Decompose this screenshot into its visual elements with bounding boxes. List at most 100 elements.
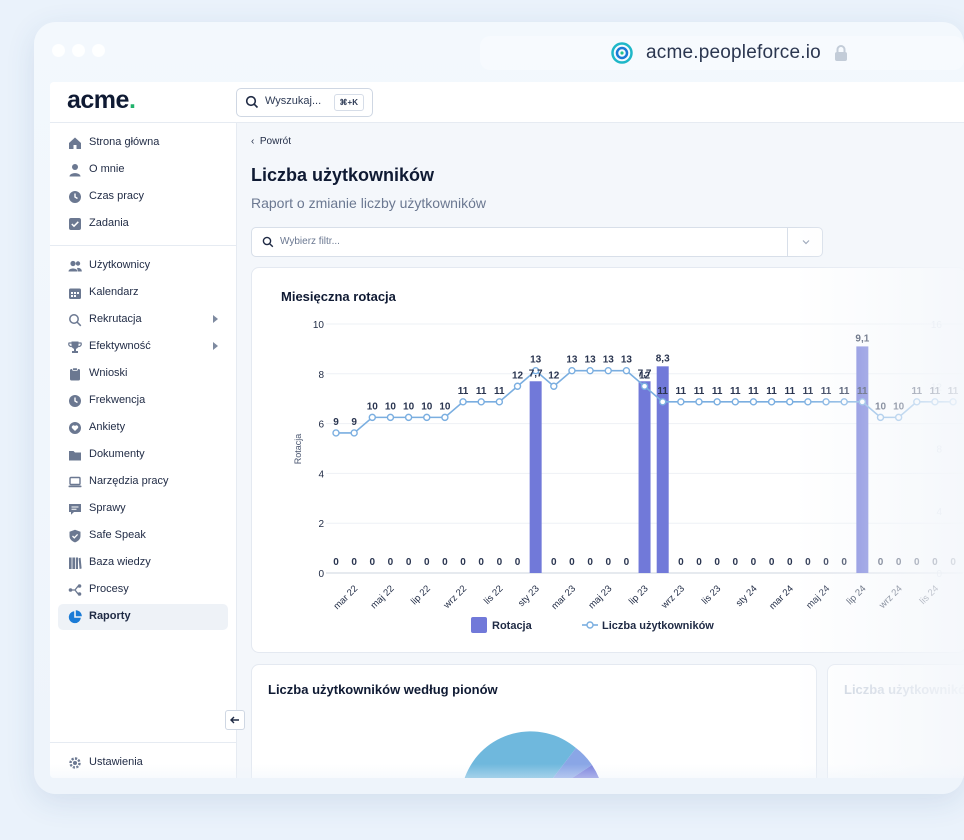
laptop-icon: [68, 476, 82, 488]
legend-label[interactable]: Rotacja: [492, 620, 533, 632]
line-point[interactable]: [894, 413, 903, 422]
line-point[interactable]: [876, 413, 885, 422]
filter-select[interactable]: Wybierz filtr...: [251, 227, 823, 257]
line-point[interactable]: [659, 398, 667, 406]
clock-icon: [69, 191, 81, 203]
person-icon: [69, 164, 81, 177]
line-point[interactable]: [858, 398, 867, 406]
chevron-down-icon[interactable]: [802, 238, 810, 246]
line-point[interactable]: [423, 413, 431, 422]
y2-tick-label: 4: [936, 507, 942, 518]
app-logo[interactable]: acme.: [67, 86, 136, 114]
line-point[interactable]: [513, 382, 522, 390]
line-point[interactable]: [622, 366, 631, 375]
line-point[interactable]: [350, 429, 358, 437]
home-icon: [69, 137, 81, 149]
window-close-dot[interactable]: [52, 44, 65, 57]
sidebar-item-strona-glowna[interactable]: Strona główna: [58, 130, 228, 156]
sidebar-item-sprawy[interactable]: Sprawy: [58, 496, 228, 522]
line-data-label: 13: [621, 355, 633, 366]
line-point[interactable]: [386, 413, 395, 422]
line-point[interactable]: [713, 398, 721, 406]
sidebar-item-zadania[interactable]: Zadania: [58, 211, 228, 237]
line-point[interactable]: [531, 366, 540, 375]
page-subtitle: Raport o zmianie liczby użytkowników: [251, 195, 486, 211]
sidebar-item-o-mnie[interactable]: O mnie: [58, 157, 228, 183]
sidebar-item-frekwencja[interactable]: Frekwencja: [58, 388, 228, 414]
sidebar-item-procesy[interactable]: Procesy: [58, 577, 228, 603]
x-tick-label: lis 22: [482, 583, 505, 606]
bar[interactable]: [856, 346, 869, 573]
line-point[interactable]: [731, 398, 739, 406]
arrow-left-icon: [230, 716, 239, 724]
line-point[interactable]: [495, 398, 504, 406]
line-point[interactable]: [949, 398, 957, 406]
bar-data-label: 0: [950, 557, 956, 568]
line-point[interactable]: [586, 366, 594, 375]
line-point[interactable]: [459, 398, 467, 406]
line-point[interactable]: [604, 366, 612, 375]
bar[interactable]: [529, 381, 542, 573]
line-point[interactable]: [550, 382, 558, 390]
sidebar-item-baza-wiedzy[interactable]: Baza wiedzy: [58, 550, 228, 576]
sidebar-item-ankiety[interactable]: Ankiety: [58, 415, 228, 441]
sidebar-item-label: Sprawy: [89, 502, 126, 514]
sidebar-item-dokumenty[interactable]: Dokumenty: [58, 442, 228, 468]
bar-data-label: 0: [805, 557, 811, 568]
sidebar-item-settings[interactable]: Ustawienia: [58, 750, 228, 776]
line-data-label: 10: [893, 401, 905, 412]
sidebar-item-raporty[interactable]: Raporty: [58, 604, 228, 630]
line-point[interactable]: [913, 398, 921, 406]
bar-data-label: 0: [733, 557, 739, 568]
bar[interactable]: [638, 381, 651, 573]
url-bar[interactable]: [480, 36, 964, 70]
rotation-chart: 0 2 4 6 8 10 0 4 8 12 16 Rotacja 9 9 10 10 10 10 10 11 11 11 1…: [293, 320, 964, 633]
line-data-label: 10: [875, 401, 887, 412]
line-point[interactable]: [404, 413, 413, 422]
line-point[interactable]: [368, 413, 377, 422]
line-point[interactable]: [840, 398, 848, 406]
line-data-label: 9: [333, 417, 339, 428]
line-point[interactable]: [640, 382, 649, 390]
line-point[interactable]: [332, 429, 340, 437]
line-data-label: 9: [351, 417, 357, 428]
line-point[interactable]: [786, 398, 794, 406]
line-point[interactable]: [804, 398, 812, 406]
search-icon: [245, 95, 259, 109]
line-point[interactable]: [749, 398, 758, 406]
line-data-label: 11: [494, 386, 505, 397]
line-point[interactable]: [822, 398, 830, 406]
sidebar-item-czas-pracy[interactable]: Czas pracy: [58, 184, 228, 210]
line-point[interactable]: [695, 398, 703, 406]
line-point[interactable]: [441, 413, 449, 422]
x-tick-label: sty 24: [734, 583, 760, 609]
sidebar-item-wnioski[interactable]: Wnioski: [58, 361, 228, 387]
bar[interactable]: [656, 366, 669, 573]
line-point[interactable]: [677, 398, 685, 406]
window-maximize-dot[interactable]: [92, 44, 105, 57]
legend-swatch-bar[interactable]: [471, 617, 487, 633]
bar-data-label: 0: [442, 557, 448, 568]
line-point[interactable]: [477, 398, 485, 406]
title-bar: acme.peopleforce.io: [34, 22, 964, 80]
line-point[interactable]: [568, 366, 576, 375]
line-point[interactable]: [767, 398, 776, 406]
sidebar-item-kalendarz[interactable]: Kalendarz: [58, 280, 228, 306]
line-point[interactable]: [931, 398, 939, 406]
window-minimize-dot[interactable]: [72, 44, 85, 57]
collapse-sidebar-button[interactable]: [225, 710, 245, 730]
sidebar-item-narzedzia-pracy[interactable]: Narzędzia pracy: [58, 469, 228, 495]
sidebar-item-label: Frekwencja: [89, 394, 146, 406]
bar-data-label: 0: [769, 557, 775, 568]
sidebar-item-rekrutacja[interactable]: Rekrutacja: [58, 307, 228, 333]
sidebar-item-efektywnosc[interactable]: Efektywność: [58, 334, 228, 360]
line-data-label: 12: [639, 370, 651, 381]
line-data-label: 11: [458, 386, 469, 397]
sidebar-item-uzytkownicy[interactable]: Użytkownicy: [58, 253, 228, 279]
gear-icon: [69, 757, 81, 769]
back-link[interactable]: ‹ Powrót: [251, 136, 292, 147]
sidebar-item-safe-speak[interactable]: Safe Speak: [58, 523, 228, 549]
search-input[interactable]: Wyszukaj... ⌘+K: [236, 88, 373, 117]
legend-label[interactable]: Liczba użytkowników: [602, 620, 714, 632]
trophy-icon: [68, 341, 82, 353]
